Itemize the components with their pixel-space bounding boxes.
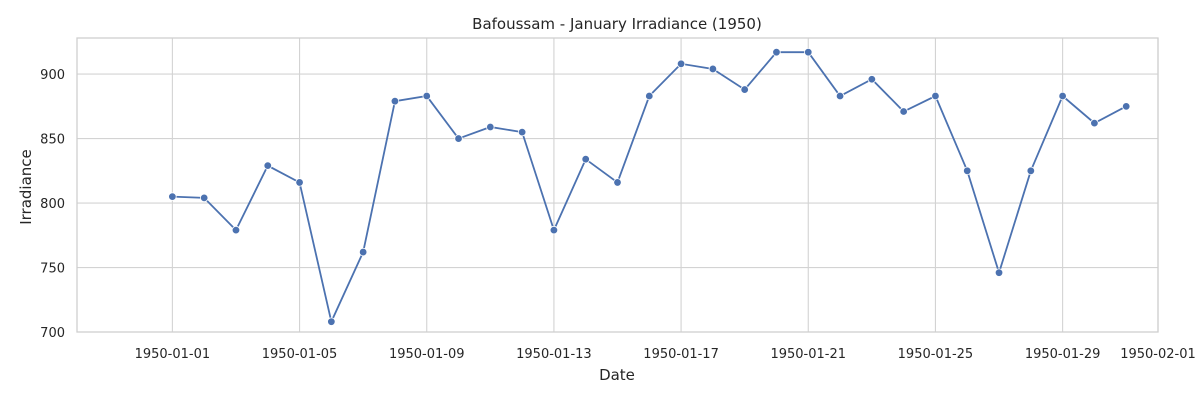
- data-point: [422, 91, 431, 101]
- data-point: [867, 75, 877, 84]
- data-point: [772, 47, 781, 57]
- y-axis-title: Irradiance: [17, 149, 35, 225]
- data-point: [931, 91, 940, 101]
- data-point: [454, 134, 463, 143]
- x-gridlines: [171, 38, 1159, 332]
- data-point: [994, 268, 1004, 277]
- chart-title: Bafoussam - January Irradiance (1950): [472, 15, 762, 33]
- data-point: [199, 193, 209, 203]
- data-point: [963, 166, 972, 176]
- data-point: [549, 225, 559, 235]
- x-tick-label: 1950-01-05: [262, 347, 338, 362]
- x-tick-label: 1950-01-21: [770, 347, 846, 362]
- data-point: [486, 122, 495, 132]
- data-point: [1026, 166, 1036, 176]
- x-tick-label: 1950-01-01: [135, 347, 211, 362]
- y-tick-label: 750: [40, 262, 65, 277]
- data-point: [740, 85, 749, 94]
- y-tick-label: 900: [40, 68, 65, 83]
- series-points: [168, 47, 1131, 326]
- x-axis-title: Date: [599, 366, 635, 384]
- data-point: [899, 107, 908, 116]
- data-point: [1122, 102, 1131, 111]
- x-tick-label: 1950-01-29: [1025, 347, 1101, 362]
- data-point: [1058, 91, 1067, 101]
- x-tick-label: 1950-01-17: [643, 347, 719, 362]
- data-point: [581, 155, 590, 164]
- data-point: [645, 91, 654, 101]
- data-point: [358, 247, 368, 257]
- plot-frame: [76, 37, 1159, 333]
- y-gridlines: [77, 73, 1158, 333]
- data-point: [1090, 118, 1099, 128]
- x-tick-label: 1950-01-09: [389, 347, 465, 362]
- x-tick-label: 1950-02-01: [1120, 347, 1196, 362]
- x-tick-labels: 1950-01-01 1950-01-05 1950-01-09 1950-01-13…: [135, 347, 1196, 362]
- data-point: [263, 161, 272, 170]
- data-point: [327, 317, 336, 326]
- x-tick-label: 1950-01-13: [516, 347, 592, 362]
- x-tick-label: 1950-01-25: [898, 347, 974, 362]
- data-point: [613, 178, 622, 187]
- y-tick-label: 700: [40, 326, 65, 341]
- data-point: [708, 64, 718, 74]
- data-point: [295, 178, 304, 187]
- y-tick-labels: 700 750 800 850 900: [40, 68, 65, 341]
- data-point: [835, 91, 845, 101]
- data-point: [676, 59, 686, 68]
- data-point: [390, 96, 400, 106]
- data-point: [231, 225, 241, 235]
- y-tick-label: 850: [40, 133, 65, 148]
- data-point: [804, 47, 813, 57]
- data-point: [168, 192, 177, 201]
- y-tick-label: 800: [40, 197, 65, 212]
- data-point: [517, 127, 527, 137]
